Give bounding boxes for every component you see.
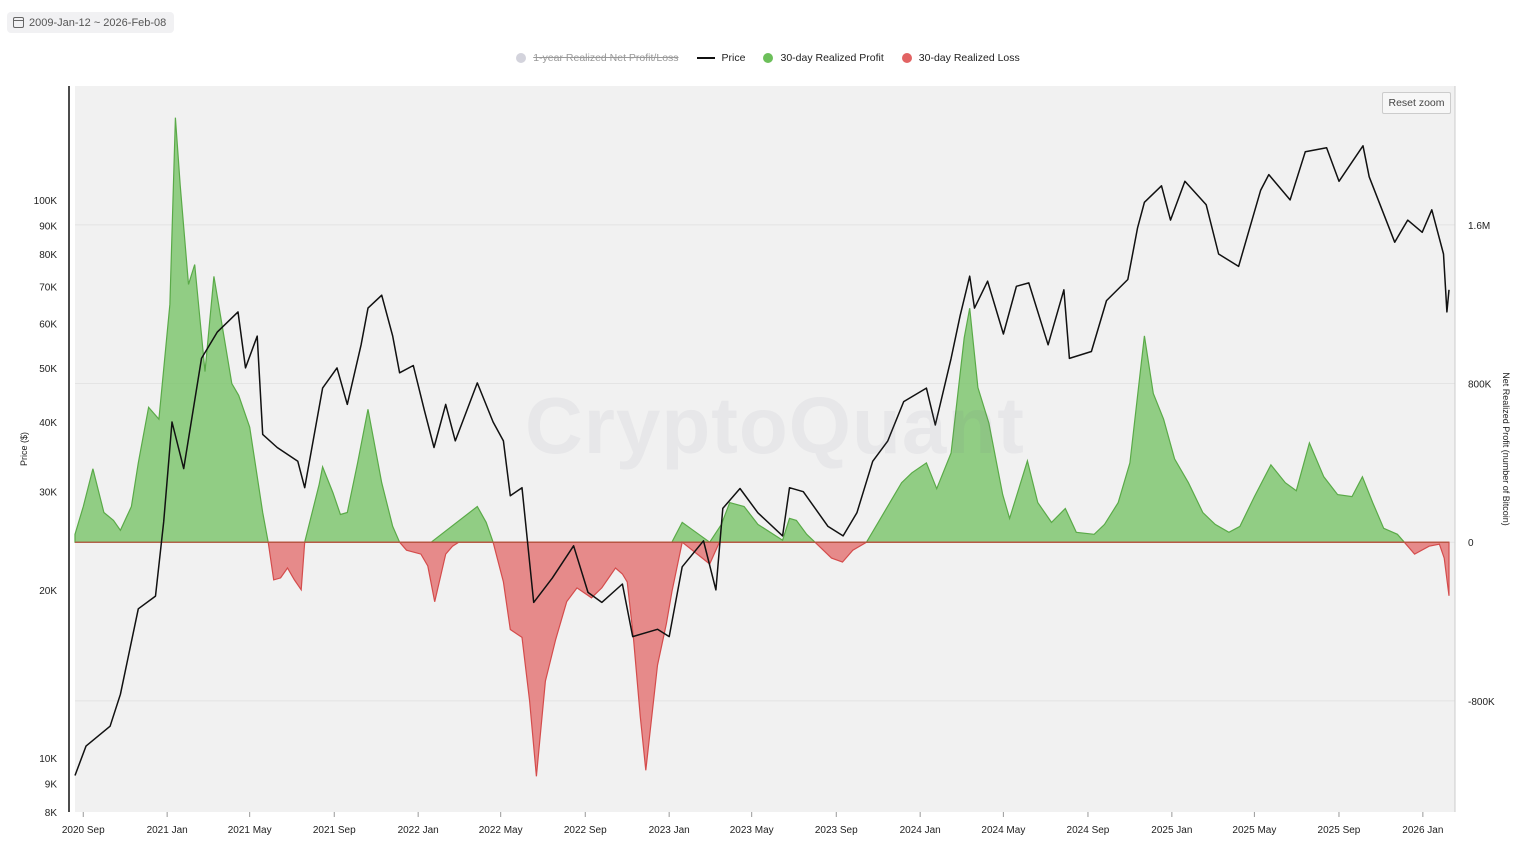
legend-label: 30-day Realized Loss [918, 52, 1020, 64]
left-tick-label: 10K [39, 754, 57, 765]
left-tick-label: 70K [39, 282, 57, 293]
legend-label: 1-year Realized Net Profit/Loss [533, 52, 679, 64]
x-tick-label: 2025 Sep [1318, 825, 1361, 836]
legend-symbol [901, 53, 912, 63]
date-range-label: 2009-Jan-12 ~ 2026-Feb-08 [29, 16, 167, 29]
calendar-icon [13, 17, 24, 28]
right-tick-label: -800K [1468, 697, 1495, 708]
plot-background [75, 86, 1455, 812]
x-tick-label: 2024 Jan [900, 825, 941, 836]
legend-label: Price [721, 52, 746, 64]
legend-item-3[interactable]: 30-day Realized Loss [901, 52, 1020, 64]
legend-symbol [516, 53, 527, 63]
left-tick-label: 20K [39, 586, 57, 597]
x-tick-label: 2023 Jan [649, 825, 690, 836]
x-tick-label: 2023 Sep [815, 825, 858, 836]
x-tick-label: 2026 Jan [1402, 825, 1443, 836]
realized-loss-area [267, 541, 1450, 777]
x-tick-label: 2020 Sep [62, 825, 105, 836]
left-tick-label: 40K [39, 418, 57, 429]
x-tick-label: 2022 Jan [398, 825, 439, 836]
x-tick-label: 2023 May [730, 825, 774, 836]
x-tick-label: 2021 Sep [313, 825, 356, 836]
legend-symbol [763, 53, 774, 63]
x-tick-label: 2024 May [981, 825, 1025, 836]
left-axis-title: Price ($) [19, 432, 29, 466]
x-tick-label: 2024 Sep [1067, 825, 1110, 836]
left-tick-label: 9K [45, 779, 58, 790]
x-tick-label: 2022 Sep [564, 825, 607, 836]
legend-item-0[interactable]: 1-year Realized Net Profit/Loss [516, 52, 679, 64]
left-tick-label: 50K [39, 364, 57, 375]
left-tick-label: 8K [45, 808, 58, 819]
reset-zoom-button[interactable]: Reset zoom [1382, 92, 1451, 114]
legend-item-1[interactable]: Price [696, 52, 746, 64]
left-tick-label: 60K [39, 320, 57, 331]
date-range-picker[interactable]: 2009-Jan-12 ~ 2026-Feb-08 [7, 12, 175, 33]
right-axis-title: Net Realized Profit (number of Bitcoin) [1501, 372, 1511, 526]
right-tick-label: 1.6M [1468, 221, 1490, 232]
right-tick-label: 0 [1468, 538, 1474, 549]
legend-symbol [696, 57, 715, 59]
realized-profit-area [74, 117, 1406, 544]
right-tick-label: 800K [1468, 380, 1492, 391]
left-tick-label: 30K [39, 488, 57, 499]
x-tick-label: 2021 Jan [147, 825, 188, 836]
x-tick-label: 2022 May [479, 825, 523, 836]
x-tick-label: 2025 May [1232, 825, 1276, 836]
legend-item-2[interactable]: 30-day Realized Profit [763, 52, 884, 64]
x-tick-label: 2021 May [228, 825, 272, 836]
chart-legend: 1-year Realized Net Profit/Loss Price 30-d… [0, 52, 1536, 64]
price-line [74, 145, 1450, 776]
legend-label: 30-day Realized Profit [780, 52, 884, 64]
left-tick-label: 80K [39, 250, 57, 261]
x-tick-label: 2025 Jan [1151, 825, 1192, 836]
left-tick-label: 100K [34, 196, 58, 207]
left-tick-label: 90K [39, 221, 57, 232]
